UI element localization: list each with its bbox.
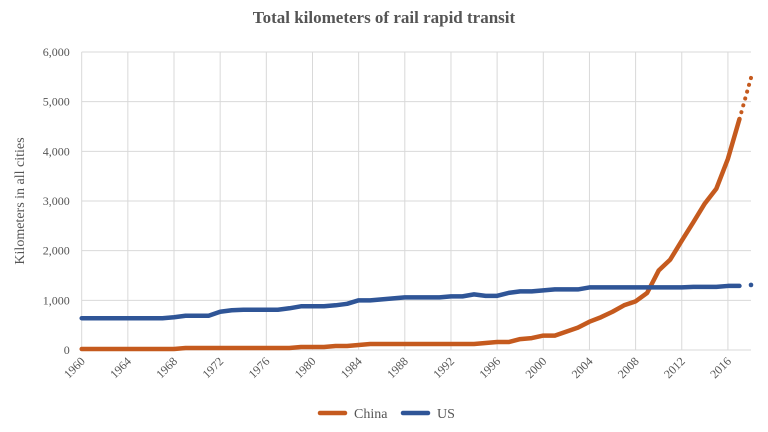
chart-title: Total kilometers of rail rapid transit [252,8,516,27]
series-line-china [79,116,742,352]
x-tick-label: 2000 [523,354,550,381]
x-tick-label: 1992 [430,354,457,381]
x-tick-label: 2016 [707,354,734,381]
y-tick-label: 2,000 [43,244,70,258]
x-tick-label: 2004 [569,354,596,381]
y-tick-label: 1,000 [43,293,70,307]
x-tick-label: 2012 [661,354,688,381]
legend-label-china: China [354,407,388,422]
y-tick-label: 5,000 [43,95,70,109]
x-tick-label: 1960 [61,354,88,381]
y-tick-label: 0 [64,343,70,357]
legend-label-us: US [437,407,455,422]
projected-line-china [737,75,753,122]
x-tick-label: 2008 [615,354,642,381]
y-tick-label: 3,000 [43,194,70,208]
y-tick-label: 4,000 [43,144,70,158]
x-tick-label: 1980 [292,354,319,381]
y-tick-label: 6,000 [43,45,70,59]
x-tick-label: 1968 [153,354,180,381]
y-axis-label: Kilometers in all cities [13,137,28,264]
x-tick-label: 1988 [384,354,411,381]
x-tick-label: 1996 [476,354,503,381]
projected-point-us [748,282,754,288]
x-tick-label: 1976 [246,354,273,381]
x-tick-label: 1964 [107,354,134,381]
x-tick-label: 1972 [199,354,226,381]
x-tick-label: 1984 [338,354,365,381]
series-line-us [79,283,742,321]
